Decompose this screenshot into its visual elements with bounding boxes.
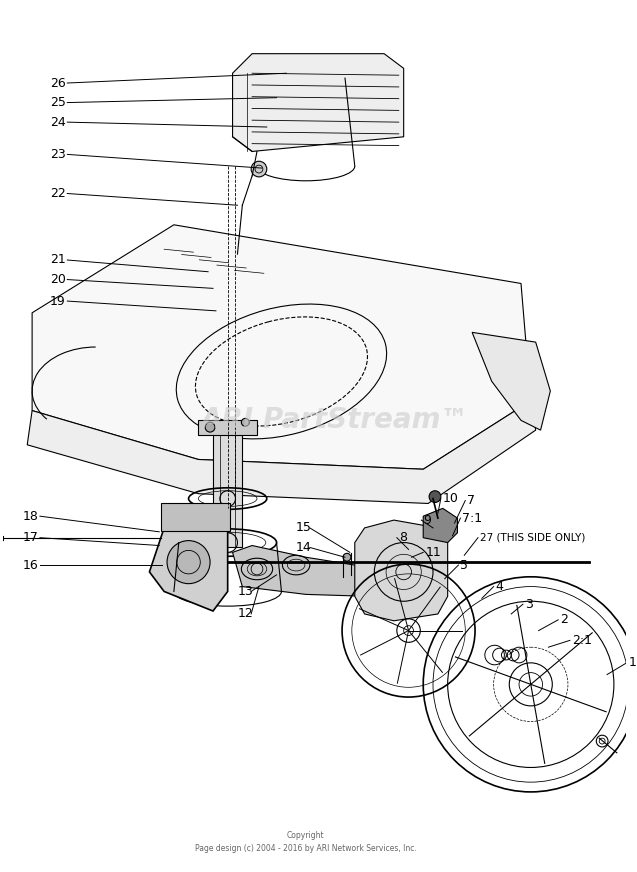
Circle shape: [167, 541, 210, 583]
Polygon shape: [233, 54, 404, 152]
Text: 18: 18: [22, 509, 38, 522]
Text: 11: 11: [425, 546, 441, 559]
Text: 19: 19: [50, 295, 66, 308]
Bar: [213, 430, 242, 548]
Text: 3: 3: [525, 597, 533, 610]
Circle shape: [251, 161, 267, 177]
Text: Copyright: Copyright: [287, 831, 325, 841]
Text: 20: 20: [50, 273, 66, 286]
Text: 23: 23: [50, 148, 66, 161]
Polygon shape: [150, 508, 227, 611]
Text: 2: 2: [560, 613, 568, 626]
Text: Page design (c) 2004 - 2016 by ARI Network Services, Inc.: Page design (c) 2004 - 2016 by ARI Netwo…: [195, 844, 417, 853]
Text: 16: 16: [22, 559, 38, 571]
Text: 10: 10: [443, 492, 459, 505]
Circle shape: [343, 554, 351, 562]
Circle shape: [429, 491, 441, 502]
Polygon shape: [32, 225, 531, 469]
Text: 14: 14: [296, 541, 312, 554]
Circle shape: [205, 422, 215, 433]
Bar: [220, 430, 236, 548]
Text: 7: 7: [467, 494, 475, 507]
Polygon shape: [27, 401, 536, 503]
Text: 21: 21: [50, 254, 66, 267]
Polygon shape: [233, 546, 379, 596]
Polygon shape: [472, 332, 550, 430]
Text: 27 (THIS SIDE ONLY): 27 (THIS SIDE ONLY): [480, 533, 585, 542]
Text: 17: 17: [22, 531, 38, 544]
Text: 12: 12: [238, 608, 253, 621]
Text: 25: 25: [50, 96, 66, 109]
Text: 22: 22: [50, 187, 66, 200]
Text: 24: 24: [50, 116, 66, 129]
Polygon shape: [423, 508, 457, 542]
Text: 26: 26: [50, 77, 66, 90]
Text: 13: 13: [238, 585, 253, 598]
Text: 2:1: 2:1: [572, 634, 592, 647]
Text: 7:1: 7:1: [462, 512, 482, 525]
Text: 9: 9: [423, 514, 431, 527]
Text: 5: 5: [461, 559, 468, 571]
Text: 8: 8: [399, 531, 407, 544]
Polygon shape: [355, 520, 448, 621]
Bar: [198, 420, 257, 435]
Text: 1: 1: [629, 657, 636, 670]
Circle shape: [241, 419, 249, 426]
Bar: [161, 503, 229, 531]
Text: 15: 15: [296, 521, 312, 535]
Text: 4: 4: [496, 580, 503, 593]
Text: ARI PartStream™: ARI PartStream™: [201, 406, 469, 434]
